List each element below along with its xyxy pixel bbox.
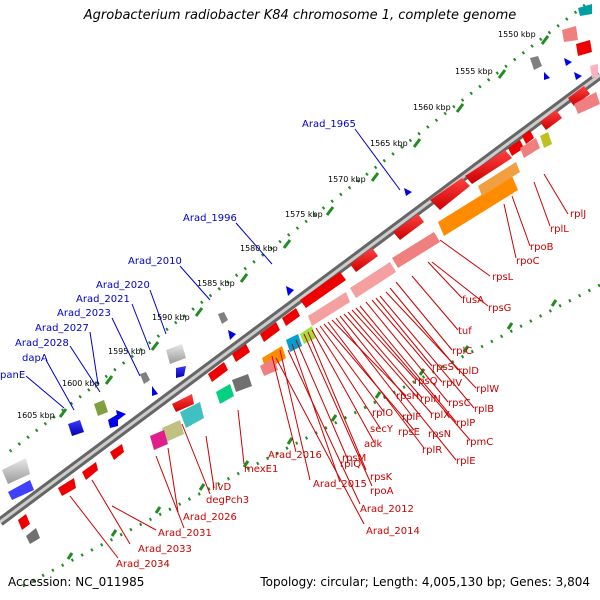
kbp-tick-label: 1590 kbp: [152, 313, 190, 322]
kbp-tick-label: 1565 kbp: [370, 139, 408, 148]
kbp-tick-label: 1560 kbp: [413, 103, 451, 112]
gene-label-arad-1996: Arad_1996: [183, 213, 237, 224]
gene-label-degpch3: degPch3: [206, 495, 249, 506]
gene-label-arad-1965: Arad_1965: [302, 119, 356, 130]
kbp-tick-label: 1605 kbp: [17, 411, 55, 420]
gene-label-arad-2014: Arad_2014: [366, 526, 420, 537]
gene-label-rpsl: rpsL: [492, 272, 514, 283]
gene-label-rplj: rplJ: [570, 209, 586, 220]
reverse-labels: rplJ rplL rpoB rpoC rpsL rpsG fusA tuf r…: [116, 209, 586, 570]
gene-label-secy: secY: [370, 424, 394, 435]
gene-label-rplc: rplC: [452, 346, 472, 357]
gene-label-rpss: rpsS: [432, 362, 454, 373]
kbp-tick-label: 1555 kbp: [455, 67, 493, 76]
gene-label-rplw: rplW: [476, 384, 499, 395]
gene-label-rpsq: rpsQ: [414, 376, 438, 387]
gene-label-arad-2027: Arad_2027: [35, 323, 89, 334]
gene-label-fusa: fusA: [462, 295, 484, 306]
gene-label-rplb: rplB: [474, 404, 494, 415]
kbp-tick-label: 1600 kbp: [62, 379, 100, 388]
outer-dotted-rail: [4, 3, 586, 457]
gene-label-arad-2020: Arad_2020: [96, 280, 150, 291]
gene-label-rpsk: rpsK: [370, 472, 393, 483]
kbp-tick-label: 1585 kbp: [197, 279, 235, 288]
genome-summary: Topology: circular; Length: 4,005,130 bp…: [260, 575, 590, 589]
gene-label-tuf: tuf: [458, 326, 472, 337]
gene-label-rplx: rplX: [430, 410, 450, 421]
forward-labels: Arad_1965 Arad_1996 Arad_2010 Arad_2020 …: [0, 119, 356, 381]
gene-label-rpln: rplN: [420, 394, 441, 405]
gene-label-rpsg: rpsG: [488, 303, 511, 314]
kbp-tick-label: 1570 kbp: [328, 175, 366, 184]
gene-label-rplr: rplR: [422, 445, 442, 456]
gene-label-rple: rplE: [456, 456, 476, 467]
reverse-leader-lines: [69, 173, 569, 559]
gene-label-rplq: rplQ: [340, 459, 361, 470]
gene-label-arad-2023: Arad_2023: [57, 308, 111, 319]
gene-label-arad-2010: Arad_2010: [128, 256, 182, 267]
reverse-genes: [150, 92, 600, 450]
gene-label-dapa: dapA: [22, 353, 48, 364]
gene-label-rpoa: rpoA: [370, 486, 394, 497]
forward-genes: [2, 4, 598, 544]
kbp-tick-label: 1575 kbp: [285, 210, 323, 219]
gene-label-arad-2012: Arad_2012: [360, 504, 414, 515]
gene-label-arad-2034: Arad_2034: [116, 559, 170, 570]
gene-label-rpsn: rpsN: [428, 429, 451, 440]
gene-label-rpsh: rpsH: [396, 391, 419, 402]
kbp-tick-label: 1550 kbp: [498, 30, 536, 39]
gene-label-arad-2021: Arad_2021: [76, 294, 130, 305]
gene-label-rpld: rplD: [458, 366, 479, 377]
gene-label-rpoc: rpoC: [516, 256, 540, 267]
gene-label-pane: panE: [0, 370, 25, 381]
gene-label-rplp: rplP: [456, 418, 475, 429]
gene-label-arad-2015: Arad_2015: [313, 479, 367, 490]
gene-label-ilvd: ilvD: [212, 482, 231, 493]
kbp-tick-label: 1595 kbp: [108, 347, 146, 356]
forward-arrows: [68, 58, 582, 436]
gene-label-arad-2028: Arad_2028: [15, 338, 69, 349]
gene-label-arad-2016: Arad_2016: [268, 450, 322, 461]
gene-label-mexe1: mexE1: [244, 464, 278, 475]
gene-label-rpsm: rpsM: [342, 453, 366, 464]
gene-label-rplo: rplO: [372, 408, 393, 419]
gene-label-rpob: rpoB: [530, 242, 554, 253]
gene-label-rplv: rplV: [442, 378, 462, 389]
gene-label-rpsc: rpsC: [448, 398, 471, 409]
gene-label-rpll: rplL: [550, 224, 569, 235]
gene-label-rpmc: rpmC: [466, 437, 493, 448]
gene-label-adk: adk: [364, 439, 382, 450]
gene-label-arad-2026: Arad_2026: [183, 512, 237, 523]
gene-label-arad-2033: Arad_2033: [138, 544, 192, 555]
forward-leader-lines: [25, 128, 401, 411]
gene-label-arad-2031: Arad_2031: [158, 528, 212, 539]
gene-label-rpse: rpsE: [398, 427, 420, 438]
accession-label: Accession: NC_011985: [8, 575, 145, 589]
gene-label-rplf: rplF: [402, 412, 421, 423]
page-title: Agrobacterium radiobacter K84 chromosome…: [83, 8, 517, 23]
